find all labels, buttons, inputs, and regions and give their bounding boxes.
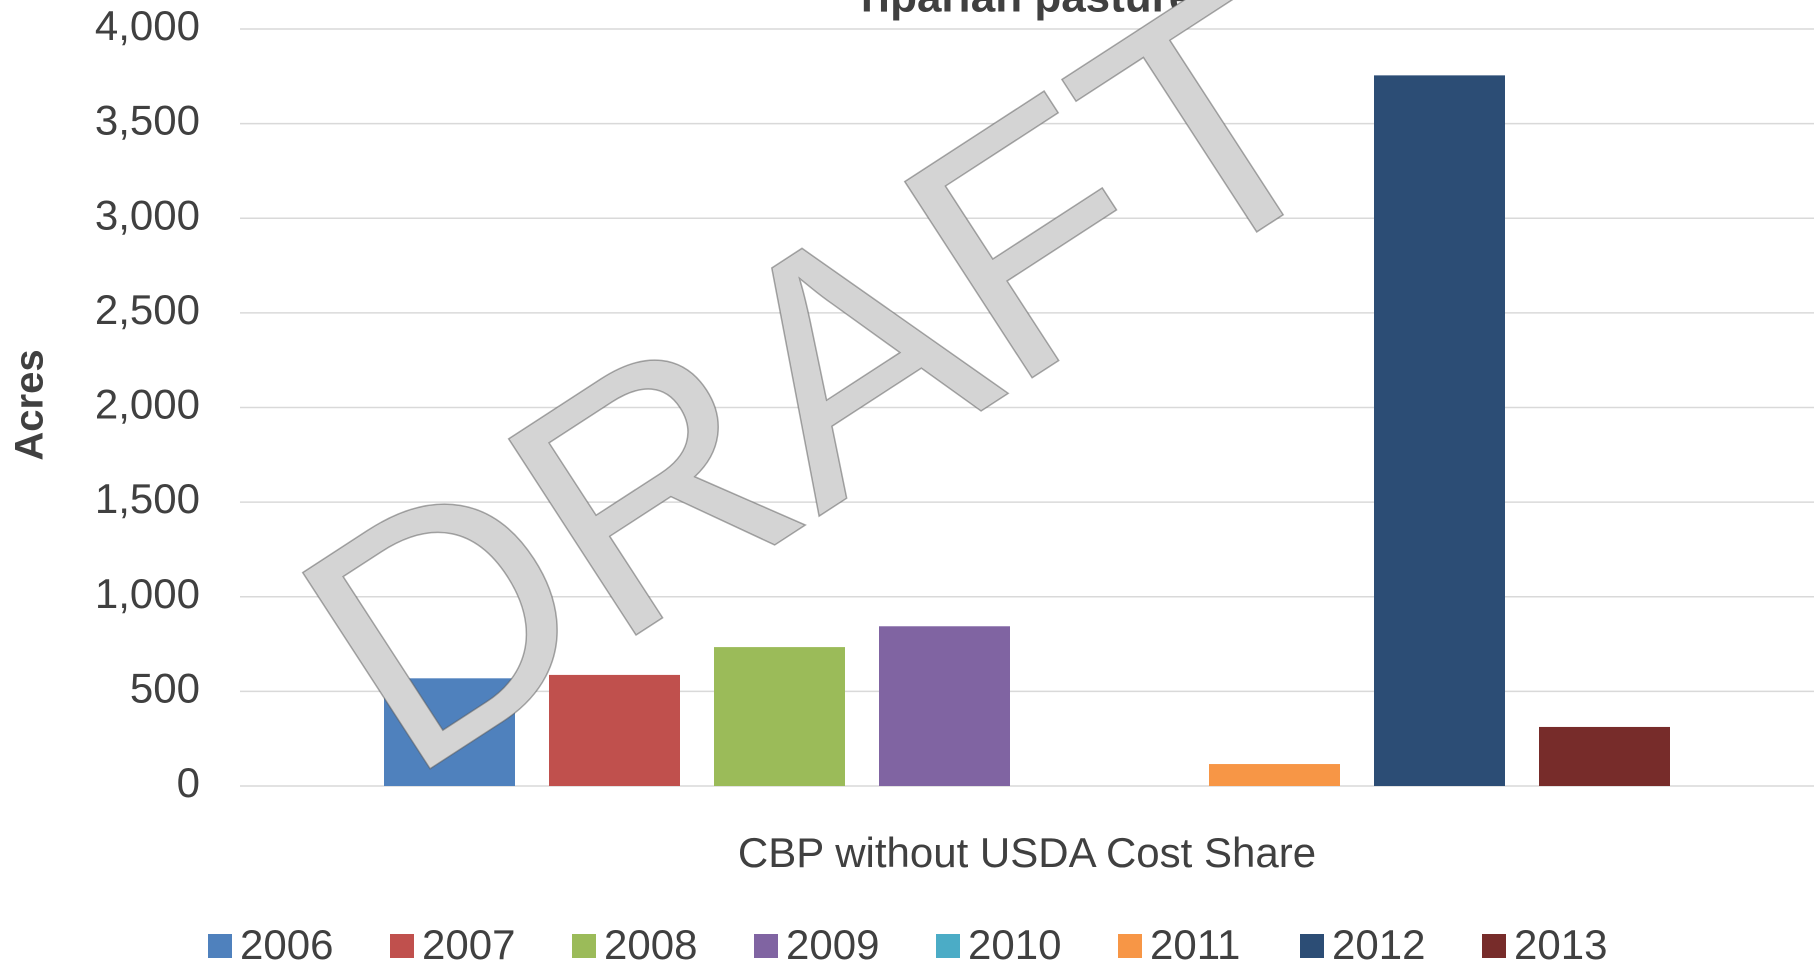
bar [879, 626, 1010, 786]
chart-title: riparian pasture [861, 0, 1194, 22]
legend-swatch [754, 934, 778, 958]
legend-swatch [390, 934, 414, 958]
legend-swatch [1482, 934, 1506, 958]
bar [549, 674, 680, 786]
bar [384, 678, 515, 786]
y-tick-label: 1,000 [95, 570, 200, 617]
legend-label: 2010 [968, 921, 1061, 966]
y-axis-label: Acres [8, 349, 52, 460]
legend-label: 2013 [1514, 921, 1607, 966]
legend-label: 2009 [786, 921, 879, 966]
y-tick-label: 0 [177, 759, 200, 806]
y-tick-label: 4,000 [95, 2, 200, 49]
y-tick-label: 1,500 [95, 475, 200, 522]
y-tick-label: 3,000 [95, 191, 200, 238]
y-tick-label: 500 [130, 664, 200, 711]
legend-swatch [572, 934, 596, 958]
legend-swatch [208, 934, 232, 958]
bar [1539, 726, 1670, 786]
legend-label: 2011 [1150, 921, 1240, 966]
bar [714, 647, 845, 786]
bar [1374, 75, 1505, 786]
legend-label: 2006 [240, 921, 333, 966]
bar [1209, 764, 1340, 786]
legend-label: 2012 [1332, 921, 1425, 966]
legend-swatch [1118, 934, 1142, 958]
legend-label: 2007 [422, 921, 515, 966]
y-tick-label: 2,500 [95, 286, 200, 333]
y-tick-label: 2,000 [95, 381, 200, 428]
legend-swatch [936, 934, 960, 958]
y-tick-label: 3,500 [95, 97, 200, 144]
legend-label: 2008 [604, 921, 697, 966]
x-tick-label: CBP without USDA Cost Share [738, 829, 1316, 876]
legend-swatch [1300, 934, 1324, 958]
